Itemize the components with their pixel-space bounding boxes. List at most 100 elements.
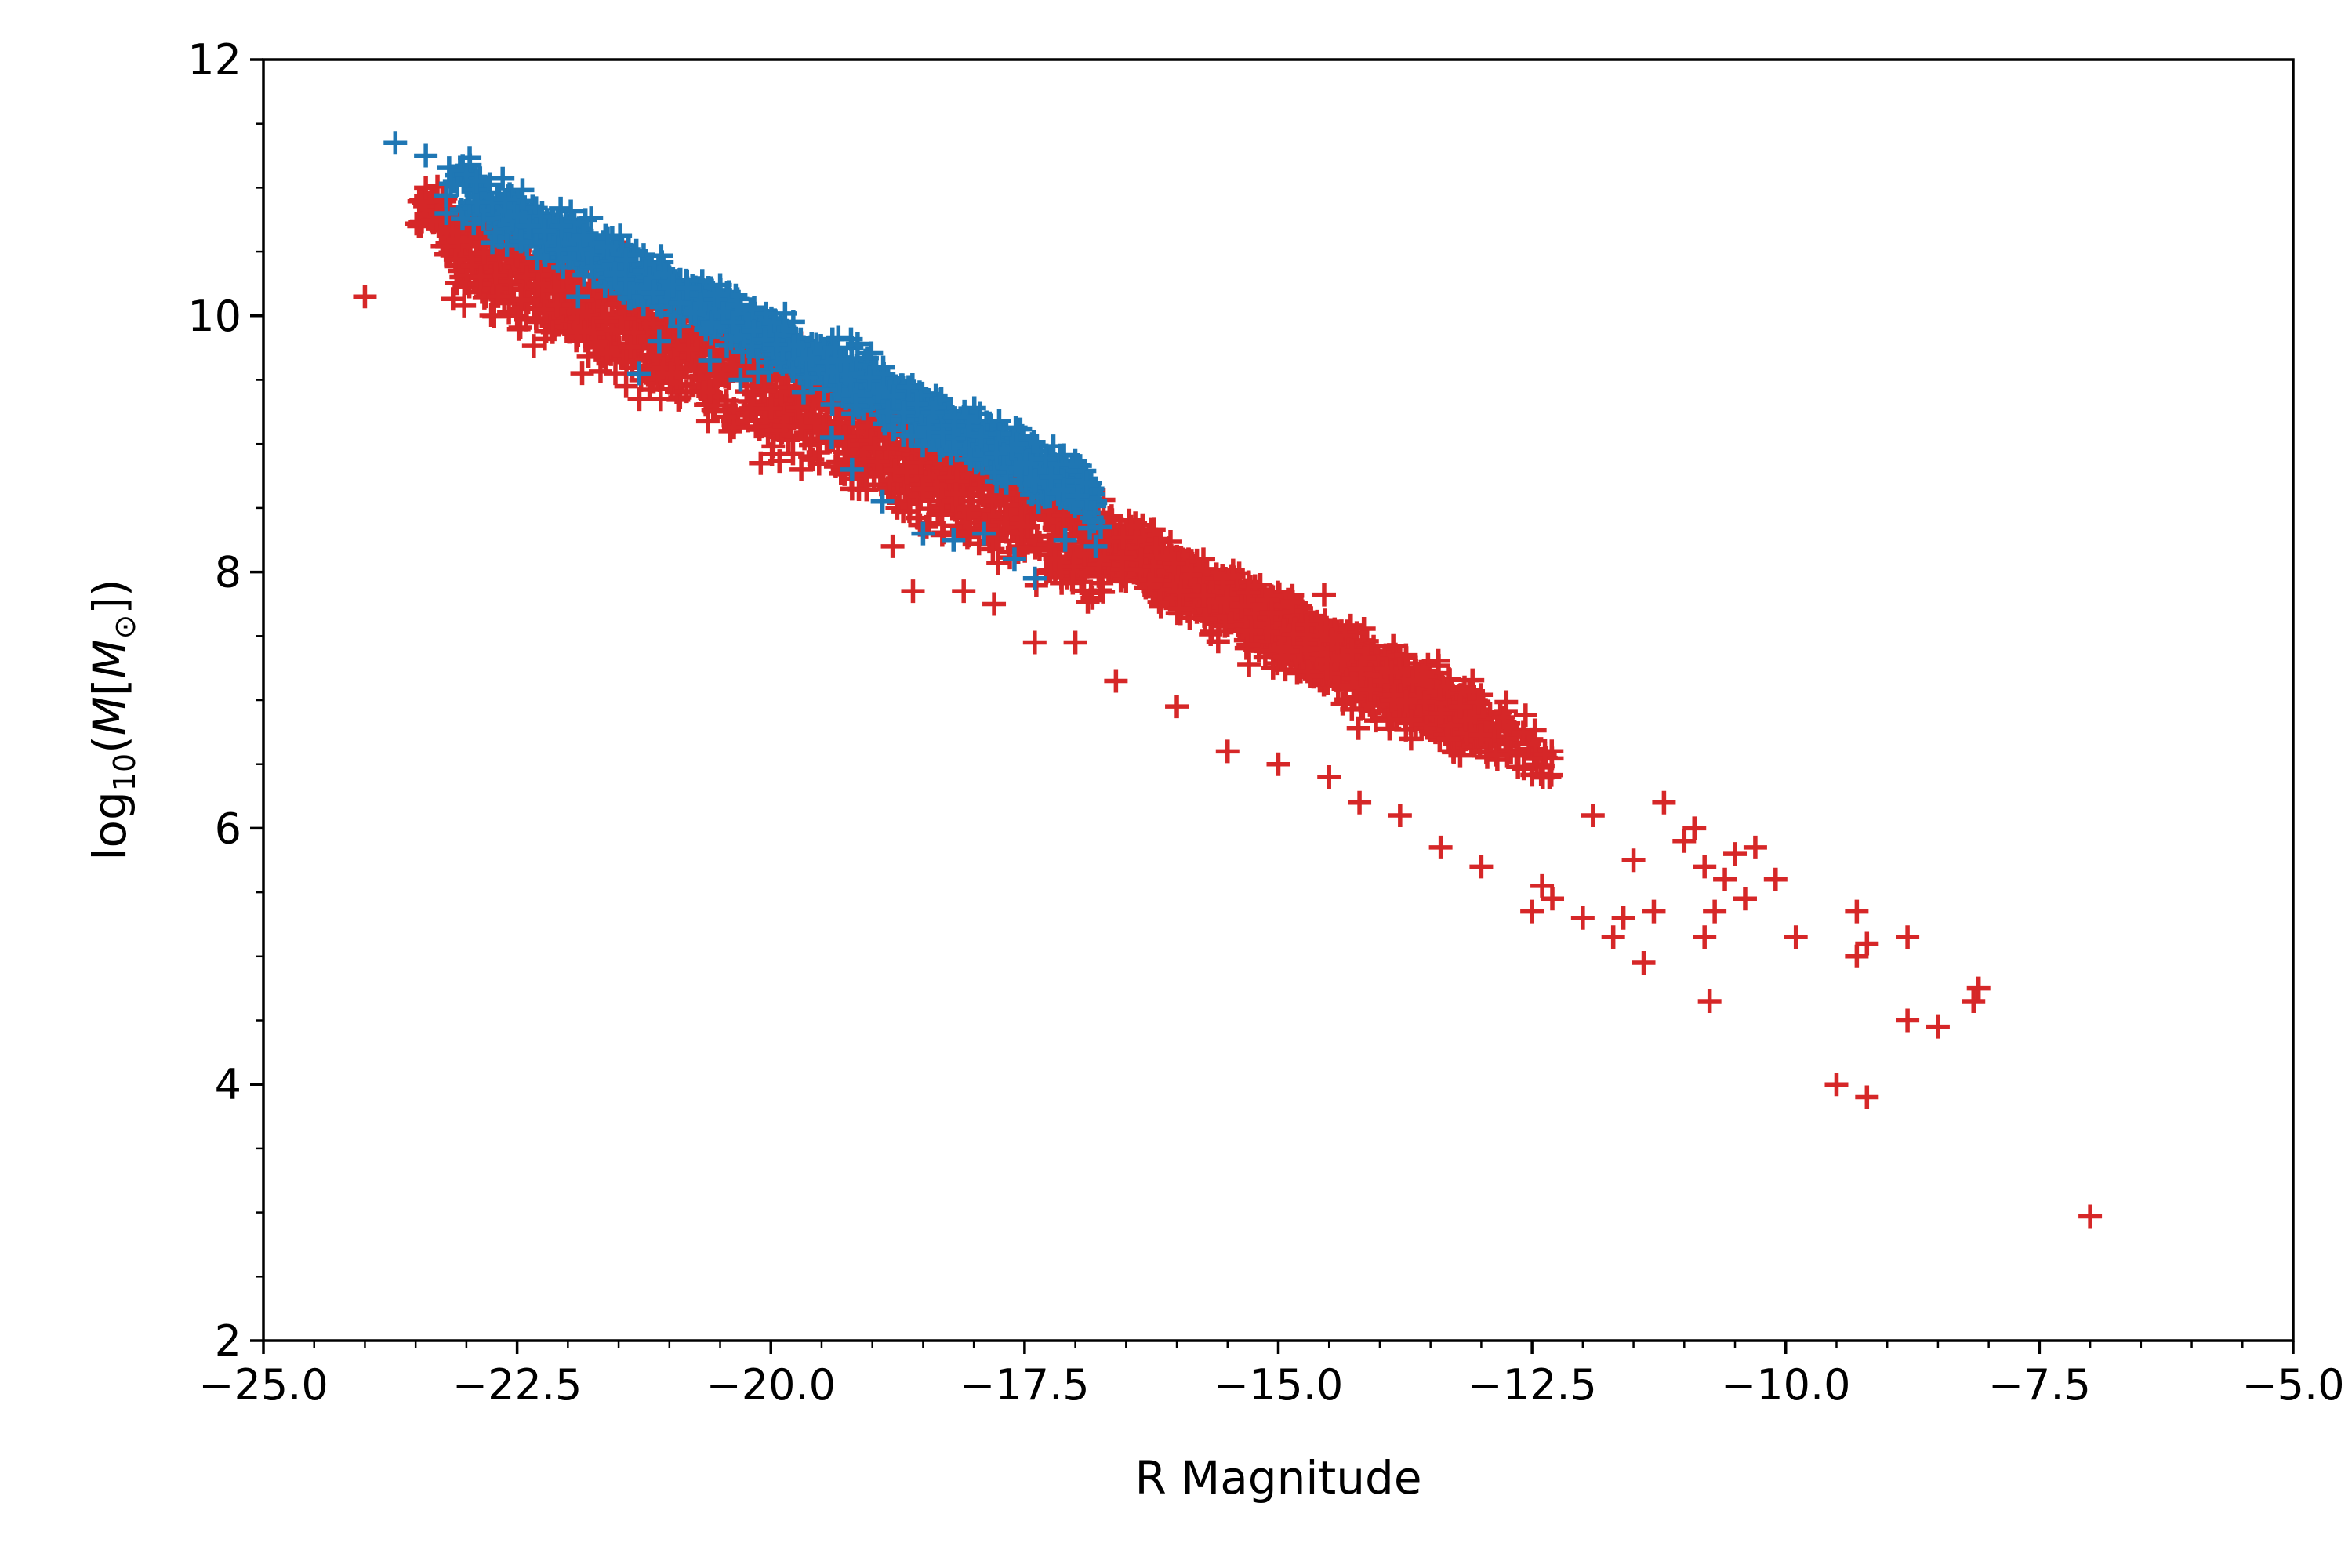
- red-point: [799, 433, 823, 457]
- x-axis-label: R Magnitude: [1134, 1451, 1421, 1504]
- red-point: [1611, 906, 1635, 930]
- blue-point: [528, 204, 552, 228]
- blue-point: [720, 310, 745, 335]
- red-point: [1394, 643, 1418, 667]
- blue-point: [905, 392, 929, 416]
- y-tick-label: 12: [187, 35, 241, 85]
- red-point: [1374, 657, 1399, 681]
- red-point: [1346, 716, 1370, 740]
- red-point: [452, 293, 477, 318]
- red-point: [627, 387, 652, 412]
- red-point: [1399, 727, 1423, 751]
- blue-point: [881, 384, 906, 408]
- red-point: [1138, 572, 1162, 597]
- red-point: [1484, 742, 1508, 767]
- red-point: [759, 396, 783, 420]
- blue-point: [1045, 453, 1069, 477]
- red-point: [1448, 695, 1472, 719]
- blue-point: [872, 362, 896, 387]
- red-point: [1266, 752, 1290, 776]
- red-point: [789, 415, 813, 439]
- red-point: [353, 285, 377, 309]
- blue-point: [451, 207, 475, 231]
- blue-point: [493, 188, 517, 212]
- red-point: [1111, 525, 1135, 550]
- blue-point: [1051, 477, 1076, 502]
- red-point: [1016, 514, 1040, 539]
- red-point: [1896, 925, 1920, 949]
- red-point: [1926, 1014, 1950, 1039]
- blue-point: [614, 248, 638, 272]
- blue-point: [549, 214, 573, 238]
- red-point: [482, 304, 506, 328]
- blue-point: [1039, 465, 1063, 489]
- blue-point: [434, 183, 459, 208]
- blue-point: [797, 347, 821, 372]
- red-point: [753, 379, 777, 403]
- red-point: [526, 272, 550, 296]
- blue-point: [1046, 482, 1070, 506]
- blue-point: [984, 441, 1008, 466]
- blue-point: [911, 521, 935, 546]
- red-point: [833, 440, 857, 464]
- red-point: [1041, 524, 1065, 549]
- red-point: [956, 496, 981, 521]
- red-point: [1824, 1073, 1849, 1097]
- blue-point: [858, 365, 882, 390]
- blue-point: [866, 379, 890, 404]
- y-label-m: M: [83, 696, 136, 735]
- red-point: [880, 534, 905, 558]
- red-point: [1723, 842, 1748, 866]
- red-point: [807, 452, 831, 476]
- red-point: [1896, 1008, 1920, 1033]
- red-point: [1087, 564, 1111, 588]
- blue-point: [1088, 515, 1112, 539]
- blue-point: [658, 269, 682, 293]
- blue-point: [562, 211, 586, 235]
- red-point: [521, 334, 546, 358]
- blue-point: [675, 276, 699, 300]
- red-point: [603, 361, 627, 386]
- blue-point: [822, 336, 847, 360]
- red-point: [827, 411, 851, 435]
- blue-point: [465, 191, 489, 215]
- red-point: [1236, 581, 1261, 605]
- red-point: [1533, 742, 1557, 766]
- red-point: [1855, 931, 1879, 956]
- x-tick-label: −22.5: [452, 1360, 582, 1410]
- red-point: [1352, 646, 1377, 670]
- red-point: [446, 228, 470, 252]
- red-point: [1652, 790, 1676, 815]
- y-tick-label: 2: [215, 1316, 241, 1366]
- red-point: [409, 187, 434, 212]
- red-point: [458, 234, 482, 258]
- red-point: [744, 415, 768, 439]
- red-point: [612, 307, 637, 331]
- red-point: [1364, 709, 1388, 733]
- red-point: [1295, 659, 1319, 684]
- red-point: [1317, 765, 1341, 789]
- red-point: [1298, 664, 1323, 688]
- red-point: [1457, 678, 1482, 702]
- x-tick-label: −15.0: [1214, 1360, 1343, 1410]
- red-point: [1733, 887, 1757, 911]
- red-point: [702, 399, 727, 423]
- red-point: [570, 361, 594, 386]
- red-point: [1022, 630, 1047, 655]
- blue-point: [532, 219, 557, 243]
- red-point: [883, 458, 907, 482]
- x-tick-label: −10.0: [1721, 1360, 1850, 1410]
- red-point: [1697, 989, 1722, 1013]
- blue-point: [1022, 566, 1047, 590]
- blue-point: [1041, 434, 1065, 459]
- y-tick-label: 4: [215, 1060, 241, 1109]
- blue-point: [870, 489, 895, 514]
- red-point: [895, 460, 919, 485]
- red-point: [1315, 615, 1339, 640]
- blue-point: [746, 361, 771, 385]
- red-point: [878, 468, 902, 492]
- red-point: [1294, 631, 1318, 655]
- blue-point: [414, 143, 438, 168]
- red-point: [781, 441, 805, 466]
